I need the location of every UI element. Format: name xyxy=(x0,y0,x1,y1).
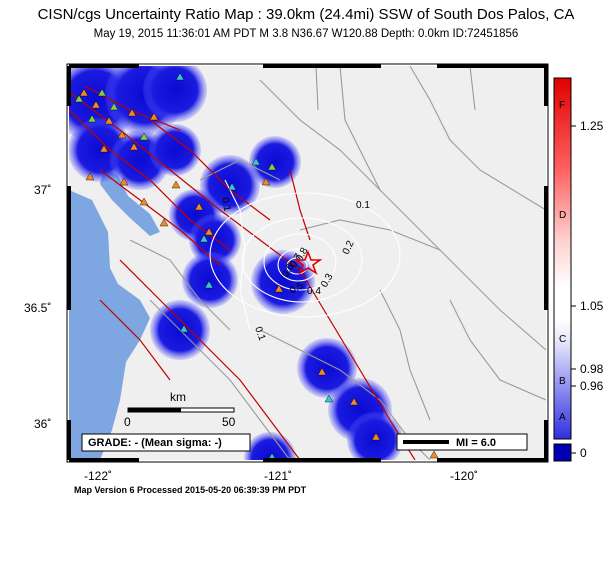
stations-cyan xyxy=(175,72,334,460)
epicenter-star xyxy=(293,249,323,275)
colorbar: 1.25 1.05 0.98 0.96 0 F D C B A xyxy=(553,77,604,462)
bay-water xyxy=(100,168,160,236)
svg-text:0: 0 xyxy=(124,415,131,429)
scale-bar: km 0 50 xyxy=(124,390,236,429)
colorbar-grade: F xyxy=(559,100,565,111)
stations xyxy=(74,72,439,460)
svg-text:km: km xyxy=(170,390,186,404)
svg-text:GRADE: - (Mean sigma: -): GRADE: - (Mean sigma: -) xyxy=(88,437,222,449)
monterey-water xyxy=(69,266,98,330)
map-version-footer: Map Version 6 Processed 2015-05-20 06:39… xyxy=(74,485,307,495)
uncertainty-regions xyxy=(69,66,403,460)
lon-tick-label: -122˚ xyxy=(84,469,112,483)
map-title: CISN/cgs Uncertainty Ratio Map : 39.0km … xyxy=(37,6,575,23)
colorbar-value: 1.25 xyxy=(580,119,604,133)
map-subtitle: May 19, 2015 11:36:01 AM PDT M 3.8 N36.6… xyxy=(93,28,519,40)
contour-label: 0.2 xyxy=(341,239,357,257)
mi-legend: MI = 6.0 xyxy=(396,433,528,451)
stations-green xyxy=(74,88,277,171)
lon-tick-label: -120˚ xyxy=(450,469,478,483)
lat-tick-label: 36˚ xyxy=(34,417,51,431)
colorbar-value: 1.05 xyxy=(580,299,604,313)
colorbar-grade: C xyxy=(559,334,566,345)
contour-label: 0.1 xyxy=(356,200,370,211)
contour-label: 0.1 xyxy=(252,325,267,342)
colorbar-value: 0.96 xyxy=(580,379,604,393)
stations-orange xyxy=(79,88,439,459)
svg-text:50: 50 xyxy=(222,415,236,429)
contours xyxy=(209,179,401,331)
colorbar-grade: D xyxy=(559,210,566,221)
lon-tick-label: -121˚ xyxy=(264,469,292,483)
contour-label: 0.1 xyxy=(219,197,232,213)
colorbar-grade: A xyxy=(559,412,566,423)
colorbar-grade: B xyxy=(559,376,566,387)
map-frame xyxy=(66,63,549,463)
ocean-water xyxy=(69,190,150,460)
axis-labels: -122˚ -121˚ -120˚ 37˚ 36.5˚ 36˚ xyxy=(24,183,478,483)
contour-label: 0.4 xyxy=(307,286,321,297)
lat-tick-label: 36.5˚ xyxy=(24,301,51,315)
map-area: 0.1 0.1 0.2 0.3 0.4 0.5 0.6 0.7 0.8 0.1 xyxy=(69,66,546,460)
colorbar-value: 0.98 xyxy=(580,362,604,376)
grade-box: GRADE: - (Mean sigma: -) xyxy=(81,433,251,452)
colorbar-value: 0 xyxy=(580,446,587,460)
svg-text:MI = 6.0: MI = 6.0 xyxy=(456,437,496,449)
lat-tick-label: 37˚ xyxy=(34,183,51,197)
